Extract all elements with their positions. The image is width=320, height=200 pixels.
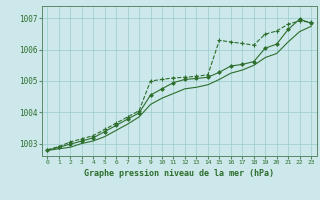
X-axis label: Graphe pression niveau de la mer (hPa): Graphe pression niveau de la mer (hPa) <box>84 169 274 178</box>
